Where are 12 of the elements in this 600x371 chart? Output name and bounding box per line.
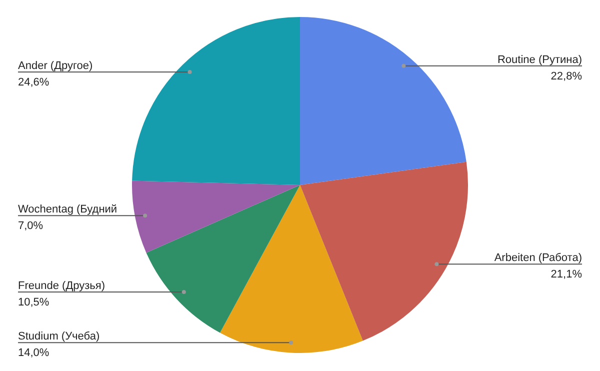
slice-label: Arbeiten (Работа): [494, 252, 582, 264]
slice-label: Routine (Рутина): [497, 54, 582, 66]
data-label: 10,5%: [18, 296, 50, 309]
slice-label: Ander (Другое): [18, 60, 93, 72]
slice-label: Wochentag (Будний: [18, 204, 118, 216]
data-label: 14,0%: [18, 347, 50, 360]
data-label: 7,0%: [18, 220, 44, 232]
data-label: 22,8%: [550, 70, 582, 82]
slice-label: Freunde (Друзья): [18, 280, 106, 292]
slice-label: Studium (Учеба): [18, 330, 100, 343]
data-label: 21,1%: [550, 268, 582, 281]
data-label: 24,6%: [18, 76, 50, 88]
